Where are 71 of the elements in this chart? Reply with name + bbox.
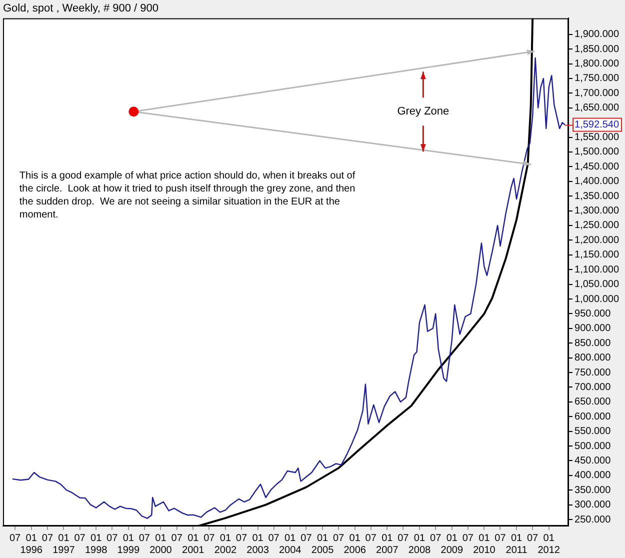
x-tick-label: 01 2008 xyxy=(408,532,432,556)
y-tick-label: 1,900.000 xyxy=(574,29,620,40)
x-tick-label: 07 xyxy=(268,532,280,544)
y-tick-label: 350.000 xyxy=(574,484,612,496)
y-tick-label: 300.000 xyxy=(574,500,612,511)
annotation: This is a good example of what price action should do, when it breaks out of the circle. Look at how it tried to push itself through the grey zone, and then the sudden drop. We are not seeing a similar situation in the EUR at the moment. xyxy=(19,170,356,220)
annotation: Grey Zone xyxy=(397,106,450,118)
y-tick-label: 1,800.000 xyxy=(574,58,620,70)
x-tick-label: 01 2003 xyxy=(246,532,270,556)
x-tick-label: 01 2002 xyxy=(214,532,238,556)
x-tick-label: 07 xyxy=(332,532,345,544)
y-tick-label: 1,550.000 xyxy=(574,132,620,144)
x-tick-label: 01 2006 xyxy=(344,532,366,556)
x-tick-label: 07 xyxy=(430,532,442,544)
x-tick-label: 01 1997 xyxy=(52,532,76,556)
x-tick-label: 07 xyxy=(526,532,539,544)
y-tick-label: 600.000 xyxy=(574,411,612,422)
x-tick-label: 01 2005 xyxy=(311,532,334,556)
y-tick-label: 1,150.000 xyxy=(574,250,620,261)
x-tick-label: 01 2012 xyxy=(538,532,560,556)
x-tick-label: 01 1996 xyxy=(20,532,43,556)
y-tick-label: 450.000 xyxy=(574,455,612,466)
x-tick-label: 07 xyxy=(42,532,54,544)
y-tick-label: 950.000 xyxy=(574,308,612,320)
y-tick-label: 800.000 xyxy=(574,352,612,364)
y-tick-label: 1,050.000 xyxy=(574,279,620,290)
x-tick-label: 01 2004 xyxy=(278,532,302,556)
y-tick-label: 650.000 xyxy=(574,396,612,408)
x-tick-label: 07 xyxy=(106,532,118,544)
x-tick-label: 01 2011 xyxy=(506,532,528,556)
y-tick-label: 250.000 xyxy=(574,514,612,526)
chart-title: Gold, spot , Weekly, # 900 / 900 xyxy=(3,2,159,15)
y-tick-label: 1,400.000 xyxy=(574,176,620,188)
y-tick-label: 850.000 xyxy=(574,338,612,349)
y-tick-label: 700.000 xyxy=(574,382,612,393)
annotation: 1,592.540 xyxy=(574,120,620,131)
x-tick-label: 01 1999 xyxy=(117,532,140,556)
y-tick-label: 500.000 xyxy=(574,440,612,452)
y-tick-label: 1,850.000 xyxy=(574,44,620,55)
x-tick-label: 01 2001 xyxy=(182,532,205,556)
x-tick-label: 07 xyxy=(462,532,474,544)
x-tick-label: 01 2007 xyxy=(376,532,399,556)
y-tick-label: 1,700.000 xyxy=(574,88,620,99)
x-tick-label: 07 xyxy=(365,532,377,544)
y-tick-label: 550.000 xyxy=(574,426,612,438)
y-tick-label: 400.000 xyxy=(574,470,612,482)
y-tick-label: 1,200.000 xyxy=(574,234,620,246)
x-tick-label: 07 xyxy=(236,532,248,544)
x-tick-label: 01 2010 xyxy=(473,532,496,556)
x-tick-label: 01 1998 xyxy=(84,532,108,556)
x-tick-label: 07 xyxy=(398,532,410,544)
y-tick-label: 1,350.000 xyxy=(574,190,620,202)
y-tick-label: 1,500.000 xyxy=(574,146,620,158)
x-tick-label: 01 2000 xyxy=(150,532,172,556)
x-tick-label: 07 xyxy=(9,532,22,544)
y-tick-label: 1,650.000 xyxy=(574,102,620,114)
y-tick-label: 1,300.000 xyxy=(574,206,620,217)
y-tick-label: 1,100.000 xyxy=(574,264,620,276)
y-tick-label: 1,450.000 xyxy=(574,161,620,172)
x-tick-label: 07 xyxy=(494,532,506,544)
y-tick-label: 1,750.000 xyxy=(574,73,620,84)
x-tick-label: 01 2009 xyxy=(440,532,464,556)
x-tick-label: 07 xyxy=(138,532,150,544)
y-tick-label: 900.000 xyxy=(574,323,612,334)
y-tick-label: 1,250.000 xyxy=(574,220,620,232)
y-tick-label: 1,000.000 xyxy=(574,294,620,305)
x-tick-label: 07 xyxy=(171,532,183,544)
x-tick-label: 07 xyxy=(74,532,86,544)
y-tick-label: 750.000 xyxy=(574,367,612,378)
x-tick-label: 07 xyxy=(204,532,216,544)
x-tick-label: 07 xyxy=(300,532,312,544)
